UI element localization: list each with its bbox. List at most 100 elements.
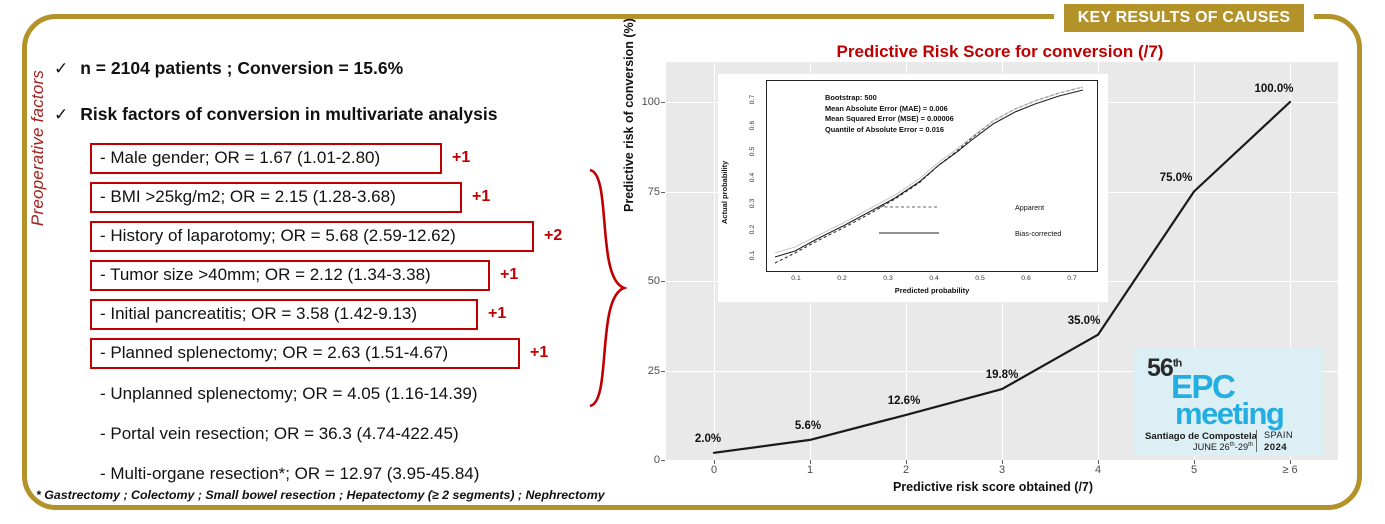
logo-edition-suffix: th [1172,357,1182,370]
inset-x-tick-5: 0.5 [975,275,985,282]
factor-points: +2 [544,227,563,244]
y-tickmark [661,191,665,193]
y-tickmark [661,281,665,282]
inset-x-tick-3: 0.3 [883,275,893,282]
risk-score-chart: Predictive risk of conversion (%) Predic… [622,18,1358,502]
factor-text-multi-organe-resection: - Multi-organe resection*; OR = 12.97 (3… [100,464,480,483]
logo-date-sup2: th [1248,442,1254,448]
check-icon: ✓ [54,105,69,124]
factor-row: - History of laparotomy; OR = 5.68 (2.59… [90,218,630,254]
x-tick-2: 2 [902,464,910,476]
x-tick-6: ≥ 6 [1282,464,1298,476]
factor-box-bmi: - BMI >25kg/m2; OR = 2.15 (1.28-3.68) [90,181,462,213]
inset-y-tick-7: 0.7 [749,94,757,105]
factor-points: +1 [452,149,471,166]
factor-box-male-gender: - Male gender; OR = 1.67 (1.01-2.80) [90,142,442,174]
logo-meeting-text: meeting [1175,396,1285,431]
banner-label: KEY RESULTS OF CAUSES [1077,9,1291,26]
x-tickmark [1194,460,1195,464]
inset-x-tick-1: 0.1 [791,275,801,282]
data-label-0: 2.0% [694,433,722,445]
logo-edition-number: 56th [1147,354,1182,383]
x-tickmark [1002,460,1003,464]
factor-points: +1 [500,266,519,283]
data-label-4: 35.0% [1067,315,1101,327]
factor-points: +1 [472,188,491,205]
logo-date-sup1: th [1229,442,1235,448]
preoperative-factors-label: Preoperative factors [28,69,47,227]
factor-row: - Portal vein resection; OR = 36.3 (4.74… [90,414,630,454]
inset-plot-frame: Bootstrap: 500 Mean Absolute Error (MAE)… [766,80,1098,272]
y-tickmark [661,102,665,103]
inset-y-axis-label: Actual probability [720,160,729,224]
gridline-v [714,62,715,460]
factor-text-portal-vein-resection: - Portal vein resection; OR = 36.3 (4.74… [100,424,459,443]
inset-x-tick-6: 0.6 [1021,275,1031,282]
chart-title: Predictive Risk Score for conversion (/7… [836,42,1164,61]
inset-x-tick-7: 0.7 [1067,275,1077,282]
x-tick-1: 1 [806,464,814,476]
data-label-1: 5.6% [794,420,822,432]
inset-y-tick-4: 0.4 [749,172,757,183]
factor-box-planned-splenectomy: - Planned splenectomy; OR = 2.63 (1.51-4… [90,337,520,369]
y-tick-75: 75 [647,185,660,198]
factor-row: - Multi-organe resection*; OR = 12.97 (3… [90,454,630,494]
inset-legend-lines [879,206,939,234]
inset-curves [774,86,1084,264]
factor-box-pancreatitis: - Initial pancreatitis; OR = 3.58 (1.42-… [90,298,478,330]
logo-date-mid: -29 [1234,442,1249,453]
logo-date-month: JUNE 26 [1193,442,1230,453]
logo-edition-value: 56 [1147,354,1174,382]
x-tickmark [810,460,811,464]
inset-y-tick-3: 0.3 [749,198,757,209]
inset-y-tick-6: 0.6 [749,120,757,131]
factor-text-unplanned-splenectomy: - Unplanned splenectomy; OR = 4.05 (1.16… [100,384,478,403]
check-icon: ✓ [54,59,69,78]
chart-plot-area: 2.0% 5.6% 12.6% 19.8% 35.0% 75.0% 100.0% [666,62,1338,461]
data-label-5: 75.0% [1159,172,1193,184]
y-tick-25: 25 [647,364,660,377]
factor-row: - Male gender; OR = 1.67 (1.01-2.80) +1 [90,140,630,176]
x-tick-5: 5 [1190,464,1198,476]
footnote-text: * Gastrectomy ; Colectomy ; Small bowel … [36,488,605,502]
data-label-3: 19.8% [985,369,1019,381]
data-label-6: 100.0% [1254,83,1294,95]
x-tickmark [1290,460,1291,464]
logo-city-text: Santiago de Compostela [1145,431,1257,442]
factor-points: +1 [530,344,549,361]
factor-text: - Planned splenectomy; OR = 2.63 (1.51-4… [100,342,449,362]
inset-y-tick-2: 0.2 [749,224,757,235]
chart-y-axis-label: Predictive risk of conversion (%) [622,18,636,212]
factor-box-tumor-size: - Tumor size >40mm; OR = 2.12 (1.34-3.38… [90,259,490,291]
x-tick-3: 3 [998,464,1006,476]
factor-text: - History of laparotomy; OR = 5.68 (2.59… [100,225,456,245]
inset-y-tick-1: 0.1 [749,250,757,261]
y-tickmark [661,370,665,372]
chart-data-line [712,100,1292,454]
inset-stat-bootstrap: Bootstrap: 500 [825,93,877,102]
logo-divider [1256,430,1257,452]
bullet-patients: ✓ n = 2104 patients ; Conversion = 15.6% [54,58,403,79]
y-tick-0: 0 [653,454,660,466]
factor-row: - Tumor size >40mm; OR = 2.12 (1.34-3.38… [90,257,630,293]
epc-meeting-logo: 56th EPC meeting Santiago de Compostela … [1133,348,1323,456]
data-label-2: 12.6% [887,395,921,407]
bullet-risk-factors-label: Risk factors of conversion in multivaria… [80,104,498,124]
x-tick-0: 0 [710,464,718,476]
bullet-patients-label: n = 2104 patients ; Conversion = 15.6% [80,58,404,78]
x-tickmark [906,460,907,464]
inset-y-tick-5: 0.5 [749,146,757,157]
x-tick-4: 4 [1094,464,1102,476]
gridline-v [1290,62,1291,460]
risk-factor-list: - Male gender; OR = 1.67 (1.01-2.80) +1 … [90,140,630,494]
logo-year-text: 2024 [1264,442,1287,453]
factor-row: - Planned splenectomy; OR = 2.63 (1.51-4… [90,335,630,371]
calibration-inset-plot: Bootstrap: 500 Mean Absolute Error (MAE)… [718,74,1108,302]
gridline-v [1194,62,1195,460]
factor-row: - Unplanned splenectomy; OR = 4.05 (1.16… [90,374,630,414]
inset-x-axis-label: Predicted probability [894,286,970,295]
y-tick-100: 100 [641,96,660,108]
inset-stats-block: Bootstrap: 500 Mean Absolute Error (MAE)… [825,93,954,136]
x-tickmark [1098,460,1099,464]
